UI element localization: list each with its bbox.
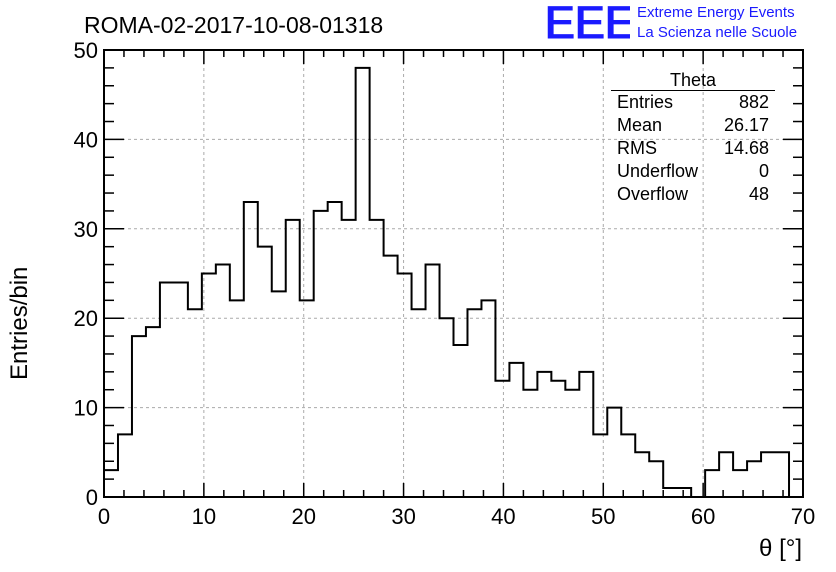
stats-label: RMS [617,138,657,158]
histogram-bin [272,291,286,497]
y-tick-label: 20 [74,306,98,331]
histogram-bin [747,461,761,497]
stats-name: Theta [611,70,775,91]
histogram-bin [412,309,426,497]
histogram-bin [440,318,454,497]
histogram-bin [300,300,314,497]
chart-title: ROMA-02-2017-10-08-01318 [84,12,384,38]
stats-value: 882 [738,92,769,112]
y-axis-label: Entries/bin [6,266,33,380]
histogram-bin [719,452,733,497]
histogram-bin [286,220,300,497]
histogram-bin [216,265,230,497]
histogram-bin [454,345,468,497]
stats-value: 0 [758,161,769,181]
histogram-bin [244,202,258,497]
x-tick-label: 20 [291,504,315,529]
x-tick-label: 50 [591,504,615,529]
histogram-bin [565,390,579,497]
stats-value: 26.17 [723,115,769,135]
x-tick-label: 0 [98,504,110,529]
histogram-bin [104,470,118,497]
histogram-bin [537,372,551,497]
histogram-bin [593,434,607,497]
histogram-bin [467,309,481,497]
stats-label: Overflow [617,184,689,204]
x-tick-label: 30 [391,504,415,529]
stats-row-mean: Mean 26.17 [611,114,775,137]
x-tick-label: 70 [791,504,815,529]
logo-line1: Extreme Energy Events [637,4,795,21]
stats-box: Theta Entries 882 Mean 26.17 RMS 14.68 U… [611,70,775,206]
grid-lines [104,50,803,497]
stats-value: 14.68 [723,138,769,158]
histogram-bin [635,452,649,497]
histogram-bin [621,434,635,497]
stats-row-underflow: Underflow 0 [611,160,775,183]
x-tick-label: 60 [691,504,715,529]
stats-label: Underflow [617,161,699,181]
logo-line2: La Scienza nelle Scuole [637,24,798,41]
stats-row-entries: Entries 882 [611,91,775,114]
histogram-bin [146,327,160,497]
histogram-bin [370,220,384,497]
histogram-bin [523,390,537,497]
logo-letters: EEE [544,2,630,42]
histogram-bin [132,336,146,497]
histogram-bin [356,68,370,497]
histogram-bin [258,247,272,497]
histogram-bin [663,488,677,497]
histogram-bin [495,381,509,497]
histogram-bin [202,274,216,498]
y-tick-label: 50 [74,38,98,63]
y-tick-label: 10 [74,396,98,421]
histogram-bin [328,202,342,497]
histogram-bin [649,461,663,497]
histogram-line [103,66,803,498]
stats-row-rms: RMS 14.68 [611,137,775,160]
tick-labels: 0 10 20 30 40 50 60 70 0 10 20 30 40 50 [74,38,816,529]
histogram-bin [775,452,789,497]
y-tick-label: 30 [74,217,98,242]
eee-logo: EEE [544,2,630,42]
histogram-bin [384,256,398,497]
stats-value: 48 [748,184,769,204]
histogram-bin [579,372,593,497]
histogram-bin [174,282,188,497]
x-tick-label: 40 [491,504,515,529]
histogram-bin [230,300,244,497]
histogram-bin [761,452,775,497]
histogram-bin [314,211,328,497]
histogram-bin [118,434,132,497]
stats-label: Entries [617,92,674,112]
x-axis-label: θ [°] [759,535,802,562]
plot-frame [103,49,804,498]
histogram-bin [705,470,719,497]
histogram-bin [188,309,202,497]
histogram-bin [160,282,174,497]
histogram-bin [551,381,565,497]
histogram-bin [342,220,356,497]
x-tick-label: 10 [192,504,216,529]
histogram-bin [733,470,747,497]
histogram-bin [677,488,691,497]
y-tick-label: 40 [74,127,98,152]
histogram-bin [398,274,412,498]
histogram-bin [481,300,495,497]
stats-label: Mean [617,115,663,135]
histogram-bin [607,408,621,497]
histogram-bin [426,265,440,497]
histogram-bin [509,363,523,497]
stats-row-overflow: Overflow 48 [611,183,775,206]
logo-text: Extreme Energy Events La Scienza nelle S… [637,3,797,43]
y-tick-label: 0 [86,485,98,510]
